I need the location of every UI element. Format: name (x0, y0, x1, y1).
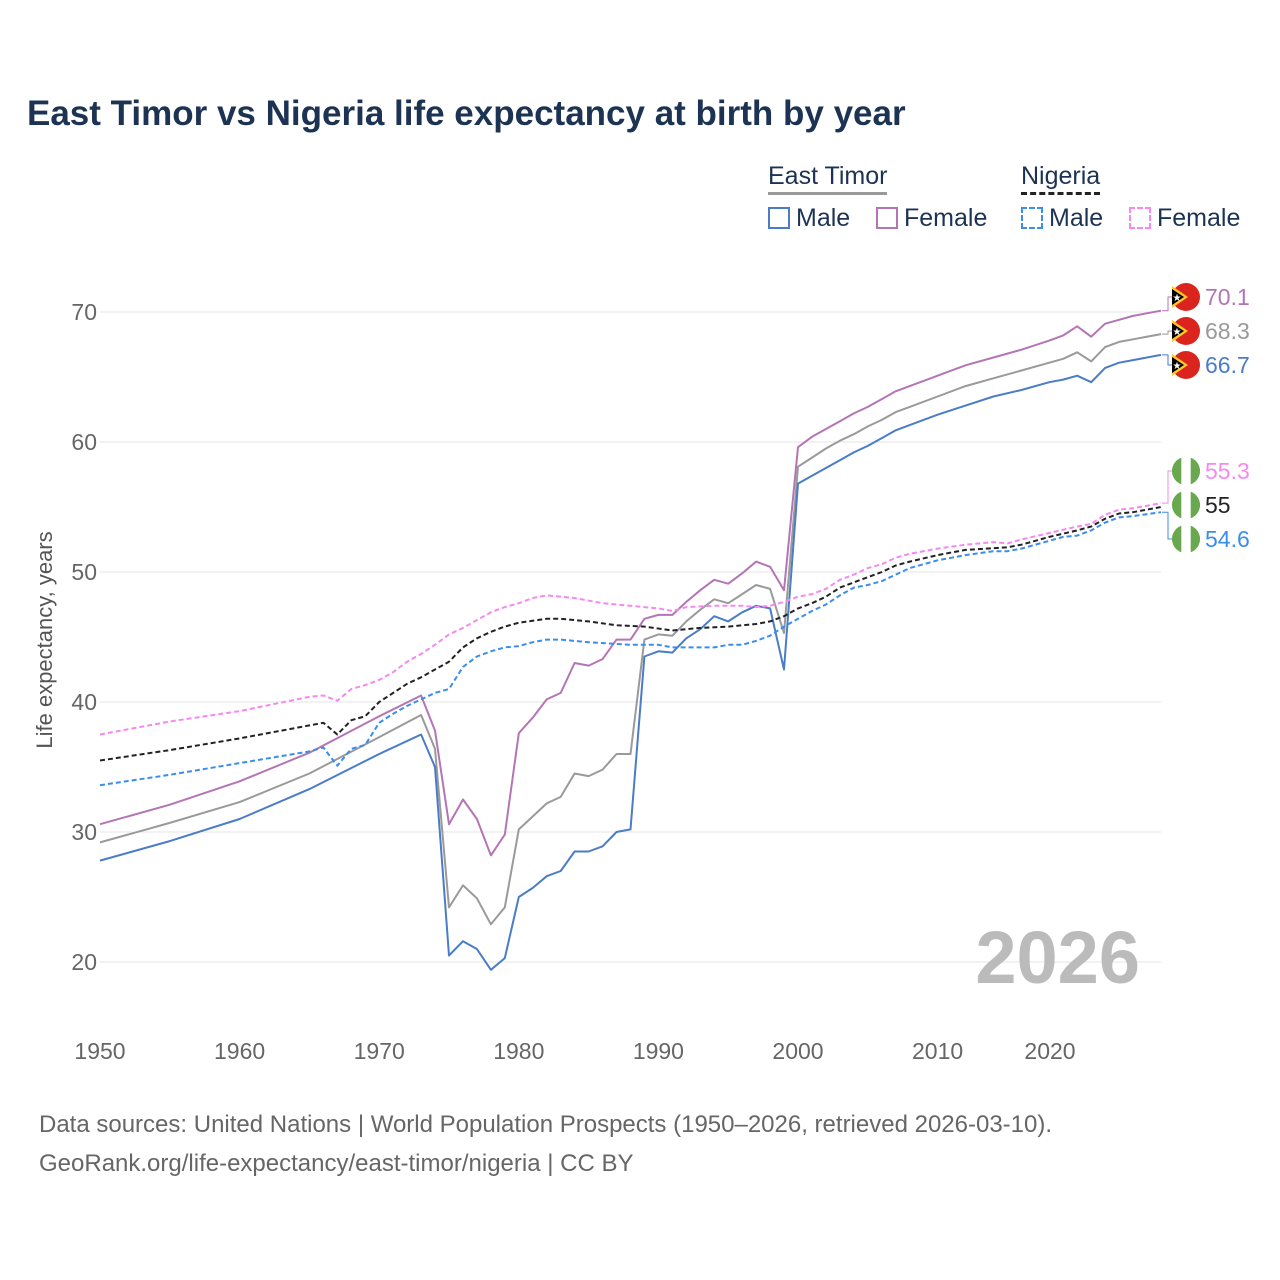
x-tick-label: 2010 (912, 1038, 963, 1064)
series-line-nigeria-male (99, 511, 1162, 787)
flag-star: ★ (1173, 327, 1182, 338)
flag-star: ★ (1173, 293, 1182, 304)
label-connector (1162, 296, 1173, 312)
legend-swatch (768, 207, 790, 229)
y-tick-label: 30 (71, 819, 97, 845)
legend-label: Female (1157, 204, 1241, 232)
source-note: Data sources: United Nations | World Pop… (39, 1105, 1052, 1183)
flag-star: ★ (1173, 361, 1182, 372)
x-tick-label: 2020 (1024, 1038, 1075, 1064)
x-tick-label: 1990 (633, 1038, 684, 1064)
legend-swatch (1129, 207, 1151, 229)
legend-group-nigeria: Nigeria (1021, 162, 1101, 195)
flag-stripe (1190, 491, 1201, 519)
series-line-east-timor-female (99, 309, 1162, 857)
label-connector (1162, 330, 1173, 335)
y-tick-label: 60 (71, 429, 97, 455)
x-tick-label: 2000 (772, 1038, 823, 1064)
flag-stripe (1171, 525, 1182, 553)
legend-swatch (1021, 207, 1043, 229)
flag-stripe (1171, 491, 1182, 519)
flag-stripe (1190, 525, 1201, 553)
legend-label: Female (904, 204, 988, 232)
y-axis-label: Life expectancy, years (32, 531, 57, 748)
y-tick-label: 20 (71, 949, 97, 975)
x-tick-label: 1980 (493, 1038, 544, 1064)
legend-label: Male (796, 204, 851, 232)
x-tick-label: 1950 (74, 1038, 125, 1064)
flag-triangle (1172, 289, 1184, 305)
series-line-nigeria-total (99, 506, 1162, 762)
x-tick-label: 1970 (354, 1038, 405, 1064)
end-value-label: 66.7 (1205, 352, 1250, 378)
label-connector (1162, 470, 1173, 504)
y-tick-label: 40 (71, 689, 97, 715)
source-url[interactable]: GeoRank.org/life-expectancy/east-timor/n… (39, 1150, 634, 1177)
x-tick-label: 1960 (214, 1038, 265, 1064)
legend-label: Male (1049, 204, 1104, 232)
legend-et-male[interactable]: Male (768, 204, 850, 233)
flag-triangle (1172, 323, 1184, 339)
chart-title: East Timor vs Nigeria life expectancy at… (27, 94, 906, 133)
end-value-label: 55 (1205, 492, 1231, 518)
end-value-label: 55.3 (1205, 458, 1250, 484)
series-line-east-timor-total (99, 333, 1162, 926)
legend-ng-male[interactable]: Male (1021, 204, 1103, 233)
source-line: Data sources: United Nations | World Pop… (39, 1111, 1053, 1138)
series-line-east-timor-male (99, 353, 1162, 971)
legend-group-east-timor: East Timor (768, 162, 888, 195)
flag-stripe (1190, 457, 1201, 485)
label-connector (1162, 354, 1173, 366)
year-watermark: 2026 (975, 916, 1140, 999)
end-value-label: 68.3 (1205, 318, 1250, 344)
flag-stripe (1171, 457, 1182, 485)
series-line-nigeria-female (99, 502, 1162, 736)
end-value-label: 70.1 (1205, 284, 1250, 310)
y-tick-label: 70 (71, 299, 97, 325)
y-tick-label: 50 (71, 559, 97, 585)
label-connector (1162, 511, 1173, 540)
end-value-label: 54.6 (1205, 526, 1250, 552)
flag-triangle (1172, 357, 1184, 373)
legend-swatch (876, 207, 898, 229)
legend-et-female[interactable]: Female (876, 204, 987, 233)
legend-ng-female[interactable]: Female (1129, 204, 1240, 233)
